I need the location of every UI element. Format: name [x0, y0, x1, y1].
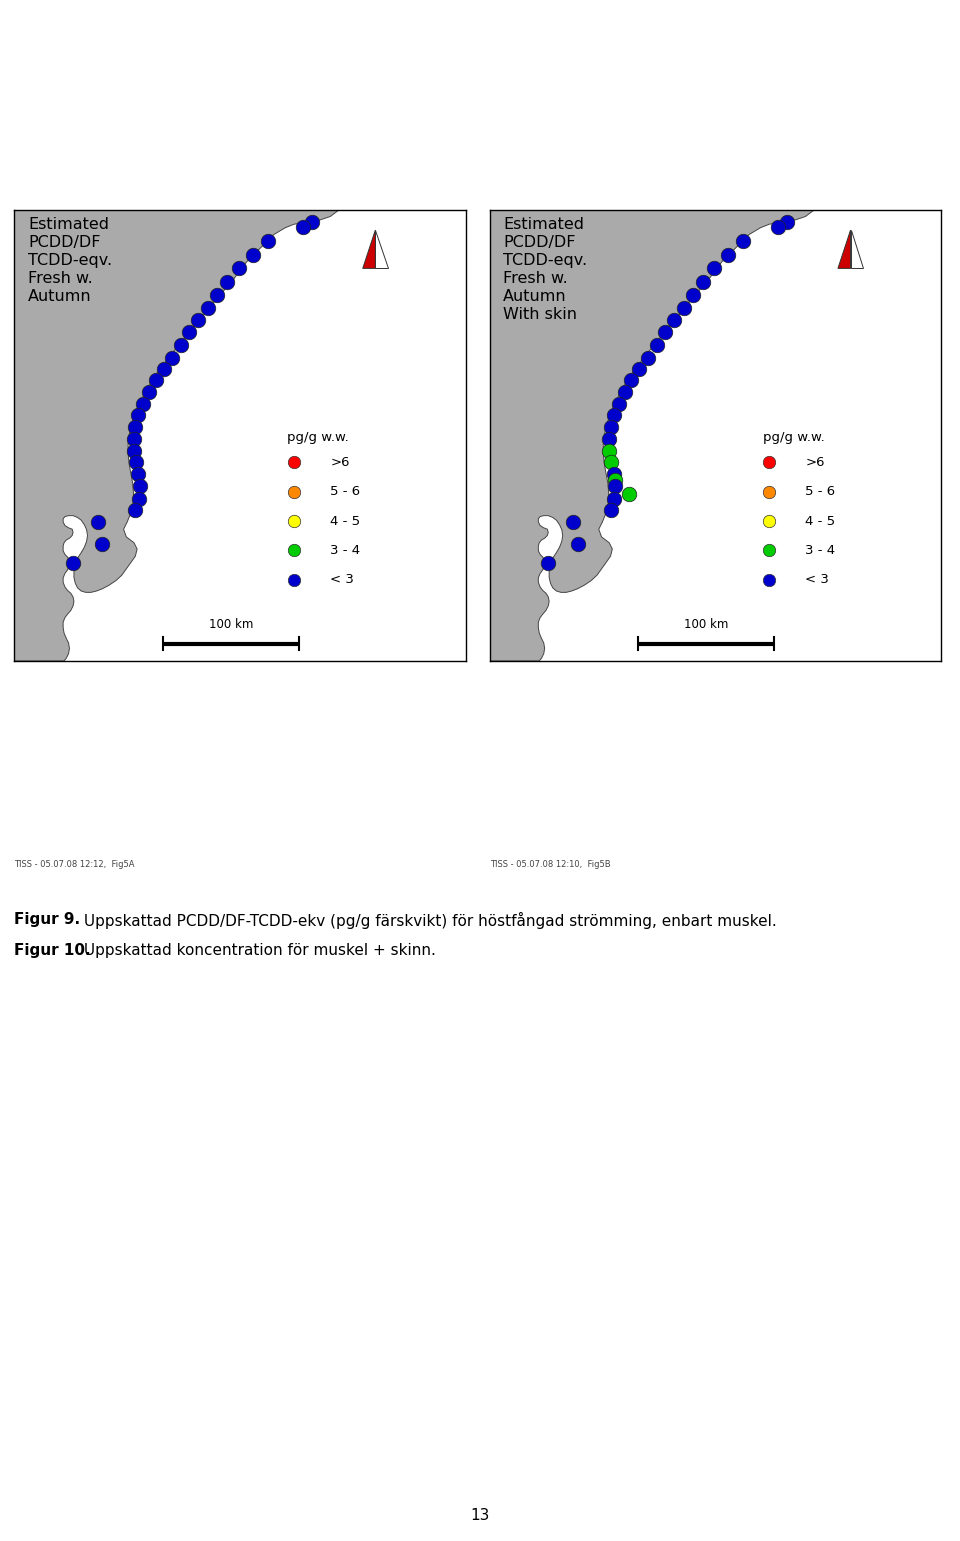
Point — [286, 567, 301, 592]
Point — [191, 308, 206, 333]
Point — [220, 270, 235, 294]
Text: 100 km: 100 km — [684, 618, 729, 632]
Point — [603, 415, 618, 439]
Point — [286, 450, 301, 475]
Point — [135, 391, 151, 416]
Point — [142, 379, 157, 404]
Text: >6: >6 — [805, 456, 825, 468]
Text: Uppskattad koncentration för muskel + skinn.: Uppskattad koncentration för muskel + sk… — [79, 943, 436, 959]
Text: 3 - 4: 3 - 4 — [805, 544, 835, 556]
Text: pg/g w.w.: pg/g w.w. — [287, 431, 349, 444]
Point — [296, 214, 311, 239]
Point — [131, 402, 146, 427]
Point — [126, 427, 141, 452]
Text: < 3: < 3 — [330, 573, 354, 586]
Point — [602, 438, 617, 462]
Point — [685, 284, 701, 308]
Text: 100 km: 100 km — [208, 618, 253, 632]
Polygon shape — [363, 230, 375, 268]
Text: pg/g w.w.: pg/g w.w. — [762, 431, 825, 444]
Polygon shape — [851, 230, 863, 268]
Point — [156, 356, 172, 381]
Point — [565, 510, 581, 535]
Point — [676, 296, 691, 321]
Point — [132, 473, 148, 498]
Point — [604, 450, 619, 475]
Point — [649, 333, 664, 358]
Point — [780, 210, 795, 234]
Point — [695, 270, 710, 294]
Point — [286, 538, 301, 562]
Point — [304, 210, 320, 234]
Point — [65, 550, 81, 575]
Point — [131, 462, 146, 487]
Point — [761, 538, 777, 562]
Point — [761, 450, 777, 475]
Text: TISS - 05.07.08 12:12,  Fig5A: TISS - 05.07.08 12:12, Fig5A — [14, 860, 135, 869]
Point — [657, 321, 672, 345]
Point — [286, 509, 301, 533]
Text: 5 - 6: 5 - 6 — [805, 485, 835, 498]
Point — [608, 473, 623, 498]
Point — [608, 468, 623, 493]
Point — [720, 242, 735, 267]
Text: 4 - 5: 4 - 5 — [805, 515, 835, 527]
Point — [245, 242, 260, 267]
Text: Figur 10.: Figur 10. — [14, 943, 91, 959]
Point — [761, 479, 777, 504]
Point — [540, 550, 556, 575]
Point — [128, 498, 143, 522]
Point — [617, 379, 633, 404]
Polygon shape — [375, 230, 388, 268]
Point — [707, 256, 722, 280]
Text: 3 - 4: 3 - 4 — [330, 544, 360, 556]
Point — [286, 479, 301, 504]
Text: 5 - 6: 5 - 6 — [330, 485, 360, 498]
Point — [622, 482, 637, 507]
Point — [771, 214, 786, 239]
Point — [761, 567, 777, 592]
Point — [570, 532, 586, 556]
Point — [260, 230, 276, 254]
Point — [90, 510, 106, 535]
Point — [639, 345, 655, 370]
Point — [735, 230, 751, 254]
Point — [606, 402, 621, 427]
Point — [132, 485, 147, 510]
Point — [201, 296, 216, 321]
Text: Estimated
PCDD/DF
TCDD-eqv.
Fresh w.
Autumn
With skin: Estimated PCDD/DF TCDD-eqv. Fresh w. Aut… — [503, 216, 588, 322]
Point — [127, 438, 142, 462]
Text: Estimated
PCDD/DF
TCDD-eqv.
Fresh w.
Autumn: Estimated PCDD/DF TCDD-eqv. Fresh w. Aut… — [28, 216, 112, 304]
Polygon shape — [14, 210, 339, 661]
Point — [128, 415, 143, 439]
Point — [603, 498, 618, 522]
Point — [606, 462, 621, 487]
Text: >6: >6 — [330, 456, 349, 468]
Point — [666, 308, 682, 333]
Point — [611, 391, 626, 416]
Text: < 3: < 3 — [805, 573, 829, 586]
Text: Figur 9.: Figur 9. — [14, 912, 81, 928]
Text: Uppskattad PCDD/DF-TCDD-ekv (pg/g färskvikt) för höstfångad strömming, enbart mu: Uppskattad PCDD/DF-TCDD-ekv (pg/g färskv… — [79, 912, 777, 929]
Point — [607, 485, 622, 510]
Text: 4 - 5: 4 - 5 — [330, 515, 360, 527]
Text: 13: 13 — [470, 1507, 490, 1523]
Point — [165, 345, 180, 370]
Point — [129, 450, 144, 475]
Point — [601, 427, 616, 452]
Point — [231, 256, 247, 280]
Point — [181, 321, 197, 345]
Text: TISS - 05.07.08 12:10,  Fig5B: TISS - 05.07.08 12:10, Fig5B — [490, 860, 611, 869]
Point — [95, 532, 110, 556]
Point — [174, 333, 189, 358]
Point — [761, 509, 777, 533]
Polygon shape — [490, 210, 814, 661]
Point — [624, 368, 639, 393]
Point — [209, 284, 225, 308]
Point — [149, 368, 164, 393]
Point — [632, 356, 647, 381]
Polygon shape — [838, 230, 851, 268]
